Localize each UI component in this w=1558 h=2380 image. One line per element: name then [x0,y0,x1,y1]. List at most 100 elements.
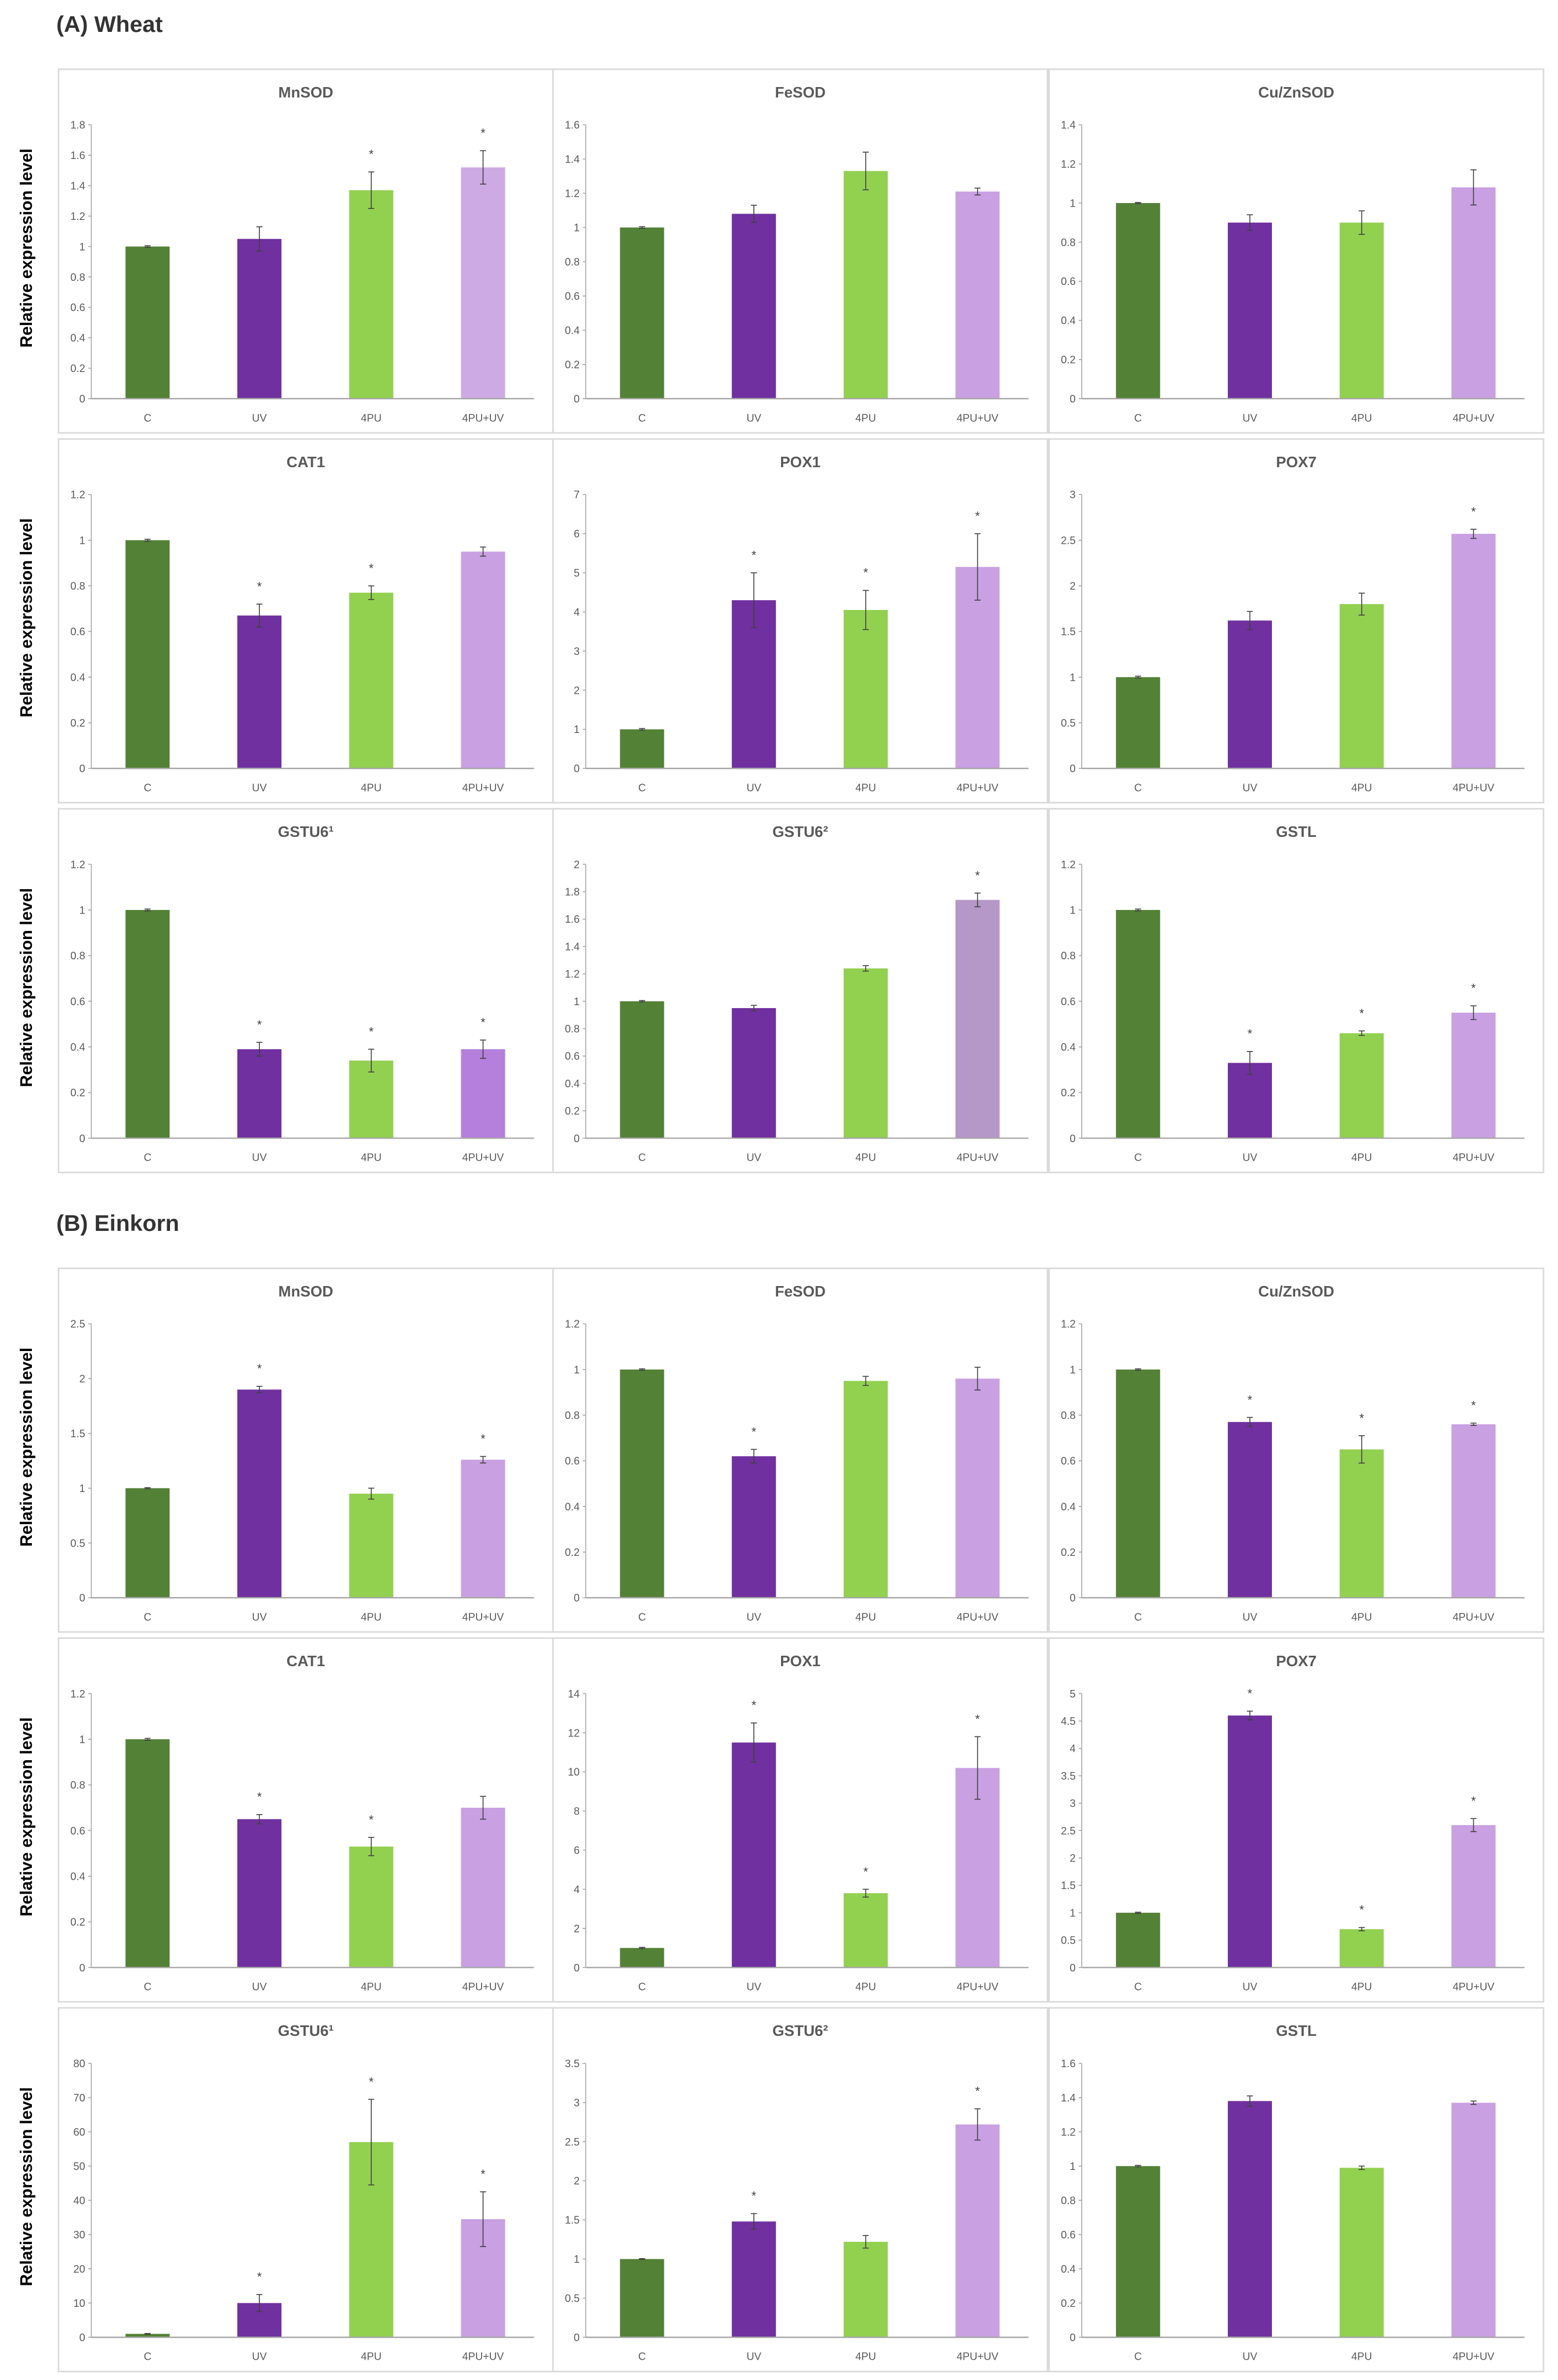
y-tick-label: 14 [568,1688,580,1700]
y-tick-label: 8 [574,1805,580,1817]
chart-svg: MnSOD 0 0.5 1 1.5 2 2.5 C * UV 4PU * 4PU+UV [70,1283,534,1623]
bar-uv [732,214,776,399]
significance-star: * [1471,1399,1476,1413]
bar-c [620,729,664,769]
x-tick-label: UV [1242,1981,1257,1993]
significance-star: * [1248,1393,1252,1407]
x-tick-label: C [144,1151,151,1164]
chart-svg: POX1 0 2 4 6 8 10 12 14 C * UV * 4PU * 4PU+UV [568,1652,1029,1993]
bar-uv [1227,620,1272,769]
x-tick-label: 4PU+UV [957,1981,999,1993]
x-tick-label: C [144,781,151,793]
y-tick-label: 2 [574,858,580,871]
y-tick-label: 80 [73,2057,85,2070]
y-tick-label: 0 [574,393,580,405]
chart-title: POX7 [1276,453,1317,471]
chart-title: Cu/ZnSOD [1258,84,1334,101]
bar-4pu-uv [461,551,505,769]
chart-panel: GSTL 0 0.2 0.4 0.6 0.8 1 1.2 1.4 1.6 C UV 4PU 4PU+UV [1048,2007,1545,2372]
x-tick-label: UV [746,1610,761,1623]
chart-title: MnSOD [279,84,334,101]
x-tick-label: UV [746,411,761,424]
bar-4pu-uv [461,1807,505,1968]
y-tick-label: 7 [574,489,580,501]
chart-svg: CAT1 0 0.2 0.4 0.6 0.8 1 1.2 C * UV * 4PU 4PU+UV [70,1652,534,1993]
y-tick-label: 0.2 [1061,2297,1076,2309]
bar-4pu [843,2241,888,2338]
y-tick-label: 0.5 [70,1537,85,1549]
chart-svg: Cu/ZnSOD 0 0.2 0.4 0.6 0.8 1 1.2 1.4 C UV 4PU 4PU+UV [1061,84,1525,424]
bar-4pu [843,1381,888,1598]
chart-title: FeSOD [775,1283,825,1300]
y-tick-label: 2.5 [1061,534,1076,546]
y-tick-label: 0.8 [70,271,85,283]
y-tick-label: 0.5 [565,2292,580,2305]
y-tick-label: 1.5 [1061,1879,1076,1891]
bar-4pu-uv [955,900,1000,1139]
section-title: (A) Wheat [56,12,163,38]
significance-star: * [751,2190,756,2203]
y-tick-label: 0 [1070,763,1076,775]
bar-4pu [349,1060,393,1139]
x-tick-label: 4PU [1351,1981,1372,1993]
y-tick-label: 3 [1070,1797,1076,1810]
y-tick-label: 0.6 [565,290,580,302]
x-tick-label: 4PU [855,411,876,424]
y-axis-label: Relative expression level [18,1717,37,1917]
significance-star: * [369,2075,374,2089]
y-tick-label: 3 [574,645,580,657]
bar-4pu [1339,2168,1384,2338]
chart-title: POX1 [780,1652,820,1670]
y-tick-label: 0.2 [565,359,580,371]
y-tick-label: 0.6 [565,1455,580,1467]
bar-4pu [843,610,888,769]
x-tick-label: C [144,1981,151,1993]
chart-svg: GSTL 0 0.2 0.4 0.6 0.8 1 1.2 1.4 1.6 C UV 4PU 4PU+UV [1061,2022,1525,2363]
y-tick-label: 0.4 [70,1041,85,1053]
x-tick-label: C [1134,1981,1142,1993]
y-tick-label: 10 [73,2297,85,2309]
chart-title: GSTL [1276,823,1317,840]
x-tick-label: 4PU [855,781,876,793]
y-axis-label: Relative expression level [18,1347,37,1547]
x-tick-label: 4PU+UV [1452,1151,1495,1164]
chart-title: CAT1 [287,1652,326,1670]
y-tick-label: 3 [1070,489,1076,501]
x-tick-label: C [1134,2350,1142,2363]
x-tick-label: C [144,411,151,424]
y-tick-label: 0.4 [70,332,85,344]
x-tick-label: UV [746,2350,761,2363]
y-tick-label: 0.4 [70,1870,85,1882]
y-tick-label: 10 [568,1766,580,1778]
y-tick-label: 0.8 [70,580,85,592]
bar-4pu [349,190,393,399]
chart-svg: FeSOD 0 0.2 0.4 0.6 0.8 1 1.2 C * UV 4PU 4PU+UV [565,1283,1029,1623]
bar-c [1116,203,1161,399]
y-tick-label: 1 [574,1363,580,1375]
significance-star: * [369,148,374,161]
significance-star: * [369,562,374,575]
bar-4pu [1339,222,1384,399]
chart-panel: GSTU6² 0 0.5 1 1.5 2 2.5 3 3.5 C * UV 4PU * 4PU+UV [552,2007,1049,2372]
x-tick-label: C [1134,781,1142,793]
y-tick-label: 1.6 [70,149,85,161]
bar-uv [732,1456,776,1598]
y-tick-label: 0.6 [70,301,85,313]
bar-c [1116,677,1161,769]
y-tick-label: 0 [574,2331,580,2343]
significance-star: * [480,1432,485,1446]
bar-uv [732,600,776,769]
bar-uv [732,2221,776,2338]
y-tick-label: 6 [574,528,580,540]
bar-uv [237,239,282,399]
y-tick-label: 0 [1070,2331,1076,2343]
x-tick-label: UV [1242,411,1257,424]
x-tick-label: UV [252,411,267,424]
y-tick-label: 0.2 [1061,353,1076,366]
bar-c [125,909,170,1139]
x-tick-label: 4PU+UV [957,1610,999,1623]
y-tick-label: 0 [574,1962,580,1974]
chart-svg: GSTU6² 0 0.2 0.4 0.6 0.8 1 1.2 1.4 1.6 1.8 2 C UV 4PU *… [565,823,1029,1164]
x-tick-label: UV [746,1981,761,1993]
y-tick-label: 40 [73,2194,85,2206]
